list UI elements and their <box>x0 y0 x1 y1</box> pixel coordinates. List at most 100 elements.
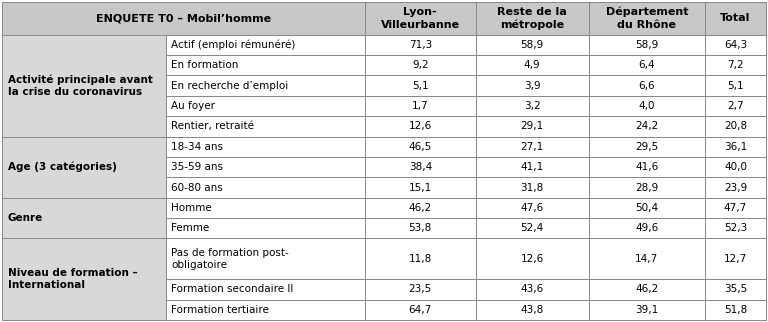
Text: 3,9: 3,9 <box>524 80 541 90</box>
Text: Femme: Femme <box>171 223 210 233</box>
Text: 41,1: 41,1 <box>521 162 544 172</box>
Bar <box>475 96 589 116</box>
Text: 40,0: 40,0 <box>724 162 747 172</box>
Bar <box>475 198 589 218</box>
Bar <box>705 198 766 218</box>
Text: 46,2: 46,2 <box>409 203 432 213</box>
Bar <box>365 239 475 279</box>
Bar <box>589 55 705 75</box>
Bar <box>705 239 766 279</box>
Text: 4,0: 4,0 <box>638 101 655 111</box>
Bar <box>475 75 589 96</box>
Bar <box>705 2 766 35</box>
Bar <box>475 35 589 55</box>
Bar <box>365 157 475 177</box>
Bar <box>705 299 766 320</box>
Bar <box>365 177 475 198</box>
Text: 4,9: 4,9 <box>524 60 541 70</box>
Text: 60-80 ans: 60-80 ans <box>171 183 223 193</box>
Bar <box>589 177 705 198</box>
Text: 58,9: 58,9 <box>521 40 544 50</box>
Bar <box>365 96 475 116</box>
Text: 23,5: 23,5 <box>409 284 432 294</box>
Bar <box>705 116 766 137</box>
Text: Reste de la
métropole: Reste de la métropole <box>498 7 567 30</box>
Text: Formation tertiaire: Formation tertiaire <box>171 305 269 315</box>
Text: Genre: Genre <box>8 213 43 223</box>
Text: En recherche d’emploi: En recherche d’emploi <box>171 80 289 90</box>
Text: Département
du Rhône: Département du Rhône <box>605 7 688 30</box>
Bar <box>365 299 475 320</box>
Bar <box>365 35 475 55</box>
Text: 41,6: 41,6 <box>635 162 658 172</box>
Text: 2,7: 2,7 <box>727 101 743 111</box>
Text: 36,1: 36,1 <box>723 142 747 152</box>
Text: 6,6: 6,6 <box>638 80 655 90</box>
Text: 64,3: 64,3 <box>723 40 747 50</box>
Bar <box>2 198 166 239</box>
Text: 46,5: 46,5 <box>409 142 432 152</box>
Text: ENQUETE T0 – Mobil’homme: ENQUETE T0 – Mobil’homme <box>96 13 271 23</box>
Text: Homme: Homme <box>171 203 212 213</box>
Bar <box>166 157 365 177</box>
Bar <box>365 55 475 75</box>
Bar <box>166 299 365 320</box>
Text: Lyon-
Villeurbanne: Lyon- Villeurbanne <box>381 7 460 30</box>
Text: 53,8: 53,8 <box>409 223 432 233</box>
Text: 51,8: 51,8 <box>723 305 747 315</box>
Bar <box>2 2 365 35</box>
Bar <box>475 116 589 137</box>
Bar <box>475 299 589 320</box>
Bar <box>589 75 705 96</box>
Text: 29,1: 29,1 <box>521 121 544 131</box>
Text: Rentier, retraité: Rentier, retraité <box>171 121 254 131</box>
Text: 18-34 ans: 18-34 ans <box>171 142 223 152</box>
Bar <box>2 239 166 320</box>
Bar <box>166 137 365 157</box>
Text: 35-59 ans: 35-59 ans <box>171 162 223 172</box>
Bar <box>705 35 766 55</box>
Text: 49,6: 49,6 <box>635 223 658 233</box>
Bar <box>365 218 475 239</box>
Text: 43,8: 43,8 <box>521 305 544 315</box>
Text: 38,4: 38,4 <box>409 162 432 172</box>
Text: 64,7: 64,7 <box>409 305 432 315</box>
Text: Age (3 catégories): Age (3 catégories) <box>8 162 117 172</box>
Text: 47,7: 47,7 <box>723 203 747 213</box>
Bar <box>589 35 705 55</box>
Bar <box>166 177 365 198</box>
Bar <box>475 177 589 198</box>
Text: 28,9: 28,9 <box>635 183 658 193</box>
Text: 27,1: 27,1 <box>521 142 544 152</box>
Bar <box>705 279 766 299</box>
Text: 14,7: 14,7 <box>635 254 658 264</box>
Bar <box>475 2 589 35</box>
Bar <box>365 198 475 218</box>
Text: Formation secondaire II: Formation secondaire II <box>171 284 293 294</box>
Text: 15,1: 15,1 <box>409 183 432 193</box>
Text: Niveau de formation –
International: Niveau de formation – International <box>8 268 137 290</box>
Bar <box>166 279 365 299</box>
Bar <box>589 218 705 239</box>
Text: 20,8: 20,8 <box>724 121 747 131</box>
Bar <box>475 218 589 239</box>
Bar <box>705 157 766 177</box>
Bar <box>365 137 475 157</box>
Text: Activité principale avant
la crise du coronavirus: Activité principale avant la crise du co… <box>8 74 153 97</box>
Text: Pas de formation post-
obligatoire: Pas de formation post- obligatoire <box>171 248 289 270</box>
Text: 39,1: 39,1 <box>635 305 658 315</box>
Bar <box>166 218 365 239</box>
Bar <box>166 239 365 279</box>
Bar <box>705 55 766 75</box>
Bar <box>589 198 705 218</box>
Bar <box>365 279 475 299</box>
Bar <box>705 137 766 157</box>
Bar <box>475 137 589 157</box>
Text: Actif (emploi rémunéré): Actif (emploi rémunéré) <box>171 40 296 50</box>
Text: 58,9: 58,9 <box>635 40 658 50</box>
Text: Total: Total <box>720 13 750 23</box>
Bar <box>589 279 705 299</box>
Text: En formation: En formation <box>171 60 239 70</box>
Text: Au foyer: Au foyer <box>171 101 215 111</box>
Text: 3,2: 3,2 <box>524 101 541 111</box>
